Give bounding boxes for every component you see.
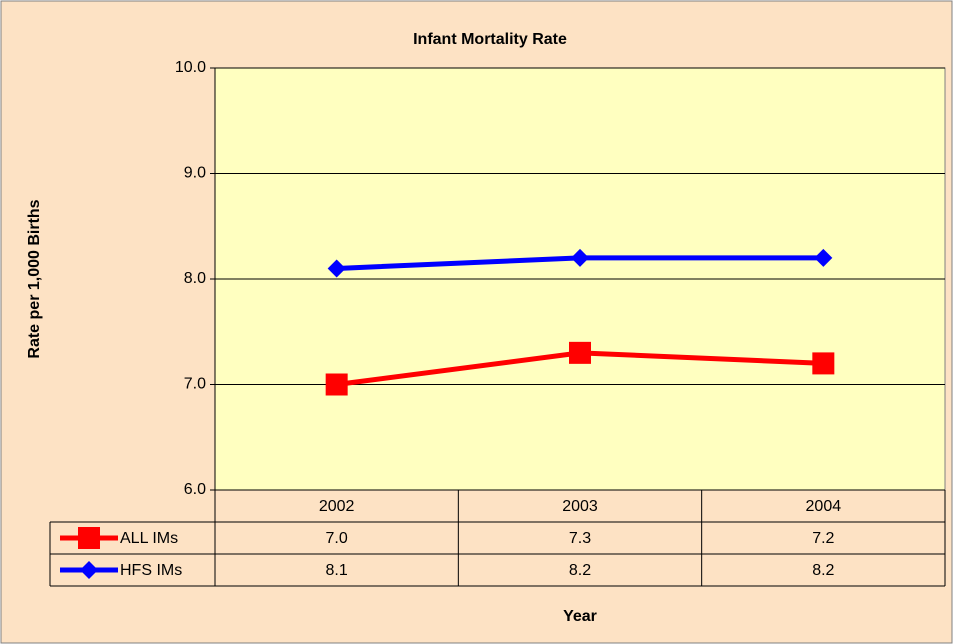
legend-label: HFS IMs — [120, 562, 182, 579]
table-value: 7.0 — [326, 530, 348, 547]
y-tick-label: 6.0 — [184, 481, 206, 498]
x-tick-label: 2002 — [319, 498, 355, 515]
data-point — [327, 259, 346, 278]
table-value: 8.2 — [812, 562, 834, 579]
table-value: 8.2 — [569, 562, 591, 579]
table-value: 7.3 — [569, 530, 591, 547]
data-point — [569, 341, 591, 364]
table-value: 7.2 — [812, 530, 834, 547]
y-axis-label: Rate per 1,000 Births — [26, 199, 43, 358]
table-value: 8.1 — [326, 562, 348, 579]
data-point — [325, 373, 348, 396]
y-tick-label: 7.0 — [184, 376, 206, 393]
x-tick-label: 2003 — [562, 498, 598, 515]
legend-marker — [78, 527, 100, 549]
y-tick-label: 10.0 — [175, 59, 206, 76]
y-tick-label: 8.0 — [184, 270, 206, 287]
data-point — [812, 352, 835, 375]
x-tick-label: 2004 — [806, 498, 842, 515]
chart-title: Infant Mortality Rate — [413, 31, 567, 48]
x-axis-label: Year — [563, 608, 597, 625]
legend-label: ALL IMs — [120, 530, 178, 547]
data-point — [814, 248, 833, 267]
data-point — [571, 248, 589, 267]
legend-marker — [80, 561, 98, 579]
y-tick-label: 9.0 — [184, 165, 206, 182]
